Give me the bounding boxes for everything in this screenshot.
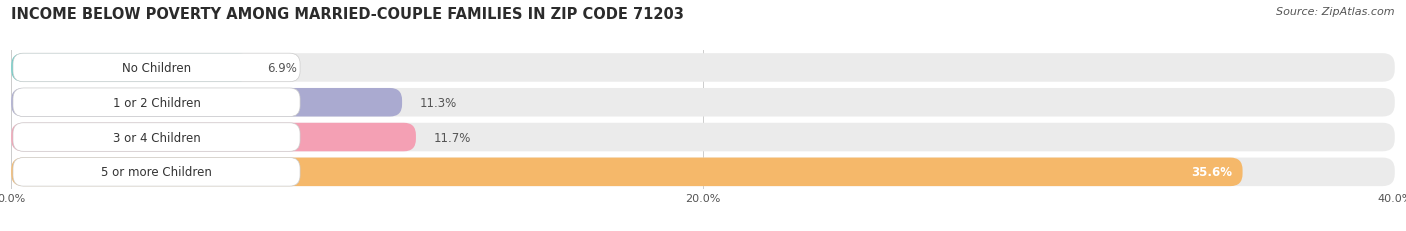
Text: 11.7%: 11.7% [433,131,471,144]
FancyBboxPatch shape [13,54,299,82]
Text: No Children: No Children [122,62,191,75]
FancyBboxPatch shape [11,158,1395,186]
Text: INCOME BELOW POVERTY AMONG MARRIED-COUPLE FAMILIES IN ZIP CODE 71203: INCOME BELOW POVERTY AMONG MARRIED-COUPL… [11,7,685,22]
FancyBboxPatch shape [11,123,416,152]
FancyBboxPatch shape [11,123,1395,152]
Text: 35.6%: 35.6% [1191,166,1232,179]
FancyBboxPatch shape [13,158,299,186]
FancyBboxPatch shape [11,54,250,82]
FancyBboxPatch shape [11,89,1395,117]
FancyBboxPatch shape [11,158,1243,186]
FancyBboxPatch shape [11,89,402,117]
Text: 3 or 4 Children: 3 or 4 Children [112,131,201,144]
Text: 1 or 2 Children: 1 or 2 Children [112,96,201,109]
FancyBboxPatch shape [13,89,299,117]
Text: 6.9%: 6.9% [267,62,297,75]
Text: Source: ZipAtlas.com: Source: ZipAtlas.com [1277,7,1395,17]
FancyBboxPatch shape [13,123,299,152]
FancyBboxPatch shape [11,54,1395,82]
Text: 5 or more Children: 5 or more Children [101,166,212,179]
Text: 11.3%: 11.3% [419,96,457,109]
